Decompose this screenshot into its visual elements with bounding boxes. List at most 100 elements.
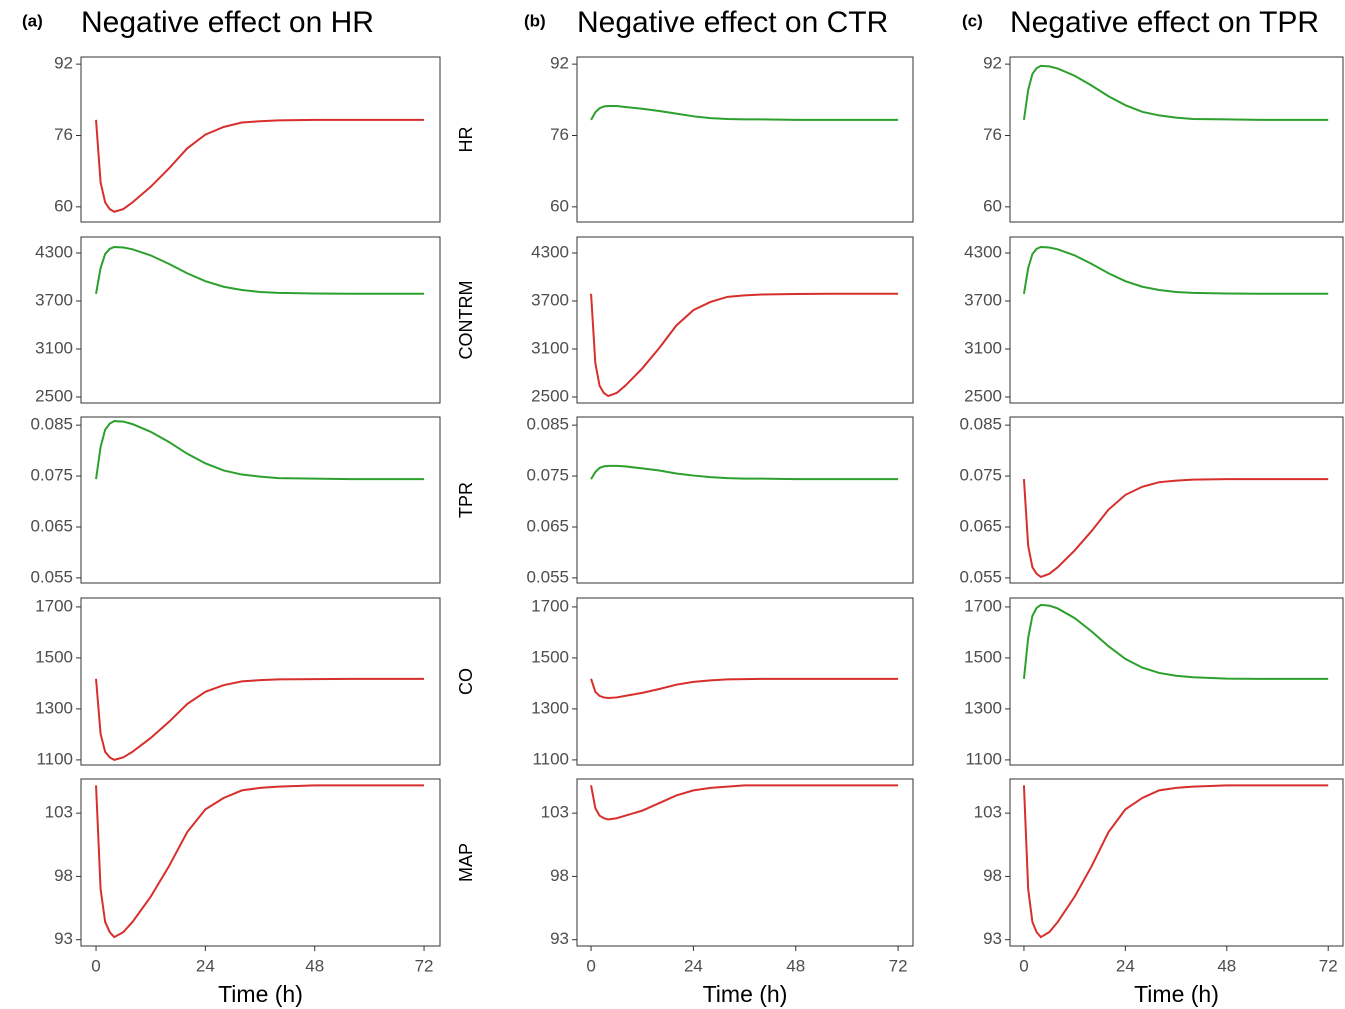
panel-frame (576, 56, 914, 223)
column-title: Negative effect on HR (81, 6, 374, 39)
y-tick-label: 0.075 (30, 466, 73, 485)
y-axis-label: CONTRM (456, 281, 476, 360)
x-tick-label: 48 (786, 956, 805, 975)
y-tick-label: 3100 (964, 338, 1002, 357)
y-axis-label: TPR (456, 482, 476, 518)
line (1022, 478, 1329, 579)
x-tick-label: 72 (1319, 956, 1338, 975)
y-tick-label: 98 (54, 866, 73, 885)
line (95, 245, 425, 295)
y-tick-label: 103 (541, 803, 569, 822)
y-tick-label: 0.085 (30, 415, 73, 434)
y-tick-label: 1700 (35, 596, 73, 615)
x-tick-label: 72 (889, 956, 908, 975)
y-tick-label: 92 (54, 54, 73, 73)
line (95, 677, 425, 761)
y-tick-label: 103 (45, 803, 73, 822)
line (1022, 245, 1329, 295)
x-axis-label: Time (h) (218, 981, 303, 1007)
x-tick-label: 48 (1217, 956, 1236, 975)
y-axis-label: CO (456, 668, 476, 695)
y-tick-label: 0.055 (959, 567, 1002, 586)
y-tick-label: 93 (550, 929, 569, 948)
y-tick-label: 1700 (531, 596, 569, 615)
panel-frame (1009, 597, 1344, 766)
y-tick-label: 92 (550, 54, 569, 73)
x-tick-label: 24 (196, 956, 215, 975)
y-axis-label: HR (456, 127, 476, 153)
y-tick-label: 4300 (35, 242, 73, 261)
panel-frame (576, 597, 914, 766)
x-tick-label: 0 (586, 956, 595, 975)
y-tick-label: 60 (54, 196, 73, 215)
panel-frame (80, 56, 441, 223)
y-tick-label: 1300 (35, 698, 73, 717)
y-tick-label: 1500 (35, 647, 73, 666)
y-tick-label: 0.075 (526, 466, 569, 485)
x-tick-label: 72 (415, 956, 434, 975)
x-tick-label: 0 (1019, 956, 1028, 975)
y-tick-label: 1300 (531, 698, 569, 717)
panel-frame (576, 778, 914, 947)
line (590, 105, 899, 121)
panel-frame (1009, 416, 1344, 584)
y-tick-label: 103 (974, 803, 1002, 822)
y-tick-label: 3100 (35, 338, 73, 357)
y-tick-label: 0.085 (959, 415, 1002, 434)
y-tick-label: 0.075 (959, 466, 1002, 485)
x-axis-label: Time (h) (703, 981, 788, 1007)
x-axis-label: Time (h) (1134, 981, 1219, 1007)
y-tick-label: 76 (54, 125, 73, 144)
y-tick-label: 1300 (964, 698, 1002, 717)
y-tick-label: 4300 (964, 242, 1002, 261)
y-tick-label: 3700 (964, 290, 1002, 309)
y-tick-label: 1100 (965, 749, 1002, 768)
column-title: Negative effect on CTR (577, 6, 888, 39)
y-tick-label: 93 (983, 929, 1002, 948)
panel-frame (1009, 56, 1344, 223)
y-tick-label: 0.065 (30, 516, 73, 535)
y-tick-label: 76 (550, 125, 569, 144)
y-tick-label: 0.055 (30, 567, 73, 586)
y-tick-label: 3100 (531, 338, 569, 357)
y-tick-label: 0.085 (526, 415, 569, 434)
line (95, 118, 425, 213)
column-title: Negative effect on TPR (1010, 6, 1319, 39)
y-tick-label: 93 (54, 929, 73, 948)
panel-frame (80, 778, 441, 947)
y-tick-label: 1500 (964, 647, 1002, 666)
y-tick-label: 98 (550, 866, 569, 885)
panel-frame (576, 236, 914, 404)
x-tick-label: 24 (1116, 956, 1135, 975)
y-tick-label: 1100 (36, 749, 73, 768)
line (1022, 64, 1329, 121)
line (590, 784, 899, 821)
y-tick-label: 92 (983, 54, 1002, 73)
y-tick-label: 4300 (531, 242, 569, 261)
y-tick-label: 98 (983, 866, 1002, 885)
line (590, 677, 899, 699)
panel-tag: (a) (22, 11, 43, 30)
y-tick-label: 0.055 (526, 567, 569, 586)
panel-frame (80, 597, 441, 766)
y-tick-label: 60 (550, 196, 569, 215)
line (1022, 603, 1329, 680)
panel-frame (80, 236, 441, 404)
line (95, 420, 425, 481)
x-tick-label: 24 (684, 956, 703, 975)
x-tick-label: 0 (91, 956, 100, 975)
y-tick-label: 3700 (531, 290, 569, 309)
line (590, 464, 899, 481)
panel-frame (80, 416, 441, 584)
y-tick-label: 3700 (35, 290, 73, 309)
panel-tag: (c) (962, 11, 983, 30)
y-axis-label: MAP (456, 843, 476, 882)
y-tick-label: 2500 (531, 386, 569, 405)
panel-frame (1009, 778, 1344, 947)
y-tick-label: 60 (983, 196, 1002, 215)
line (1022, 784, 1329, 939)
y-tick-label: 76 (983, 125, 1002, 144)
y-tick-label: 1100 (532, 749, 569, 768)
y-tick-label: 1700 (964, 596, 1002, 615)
